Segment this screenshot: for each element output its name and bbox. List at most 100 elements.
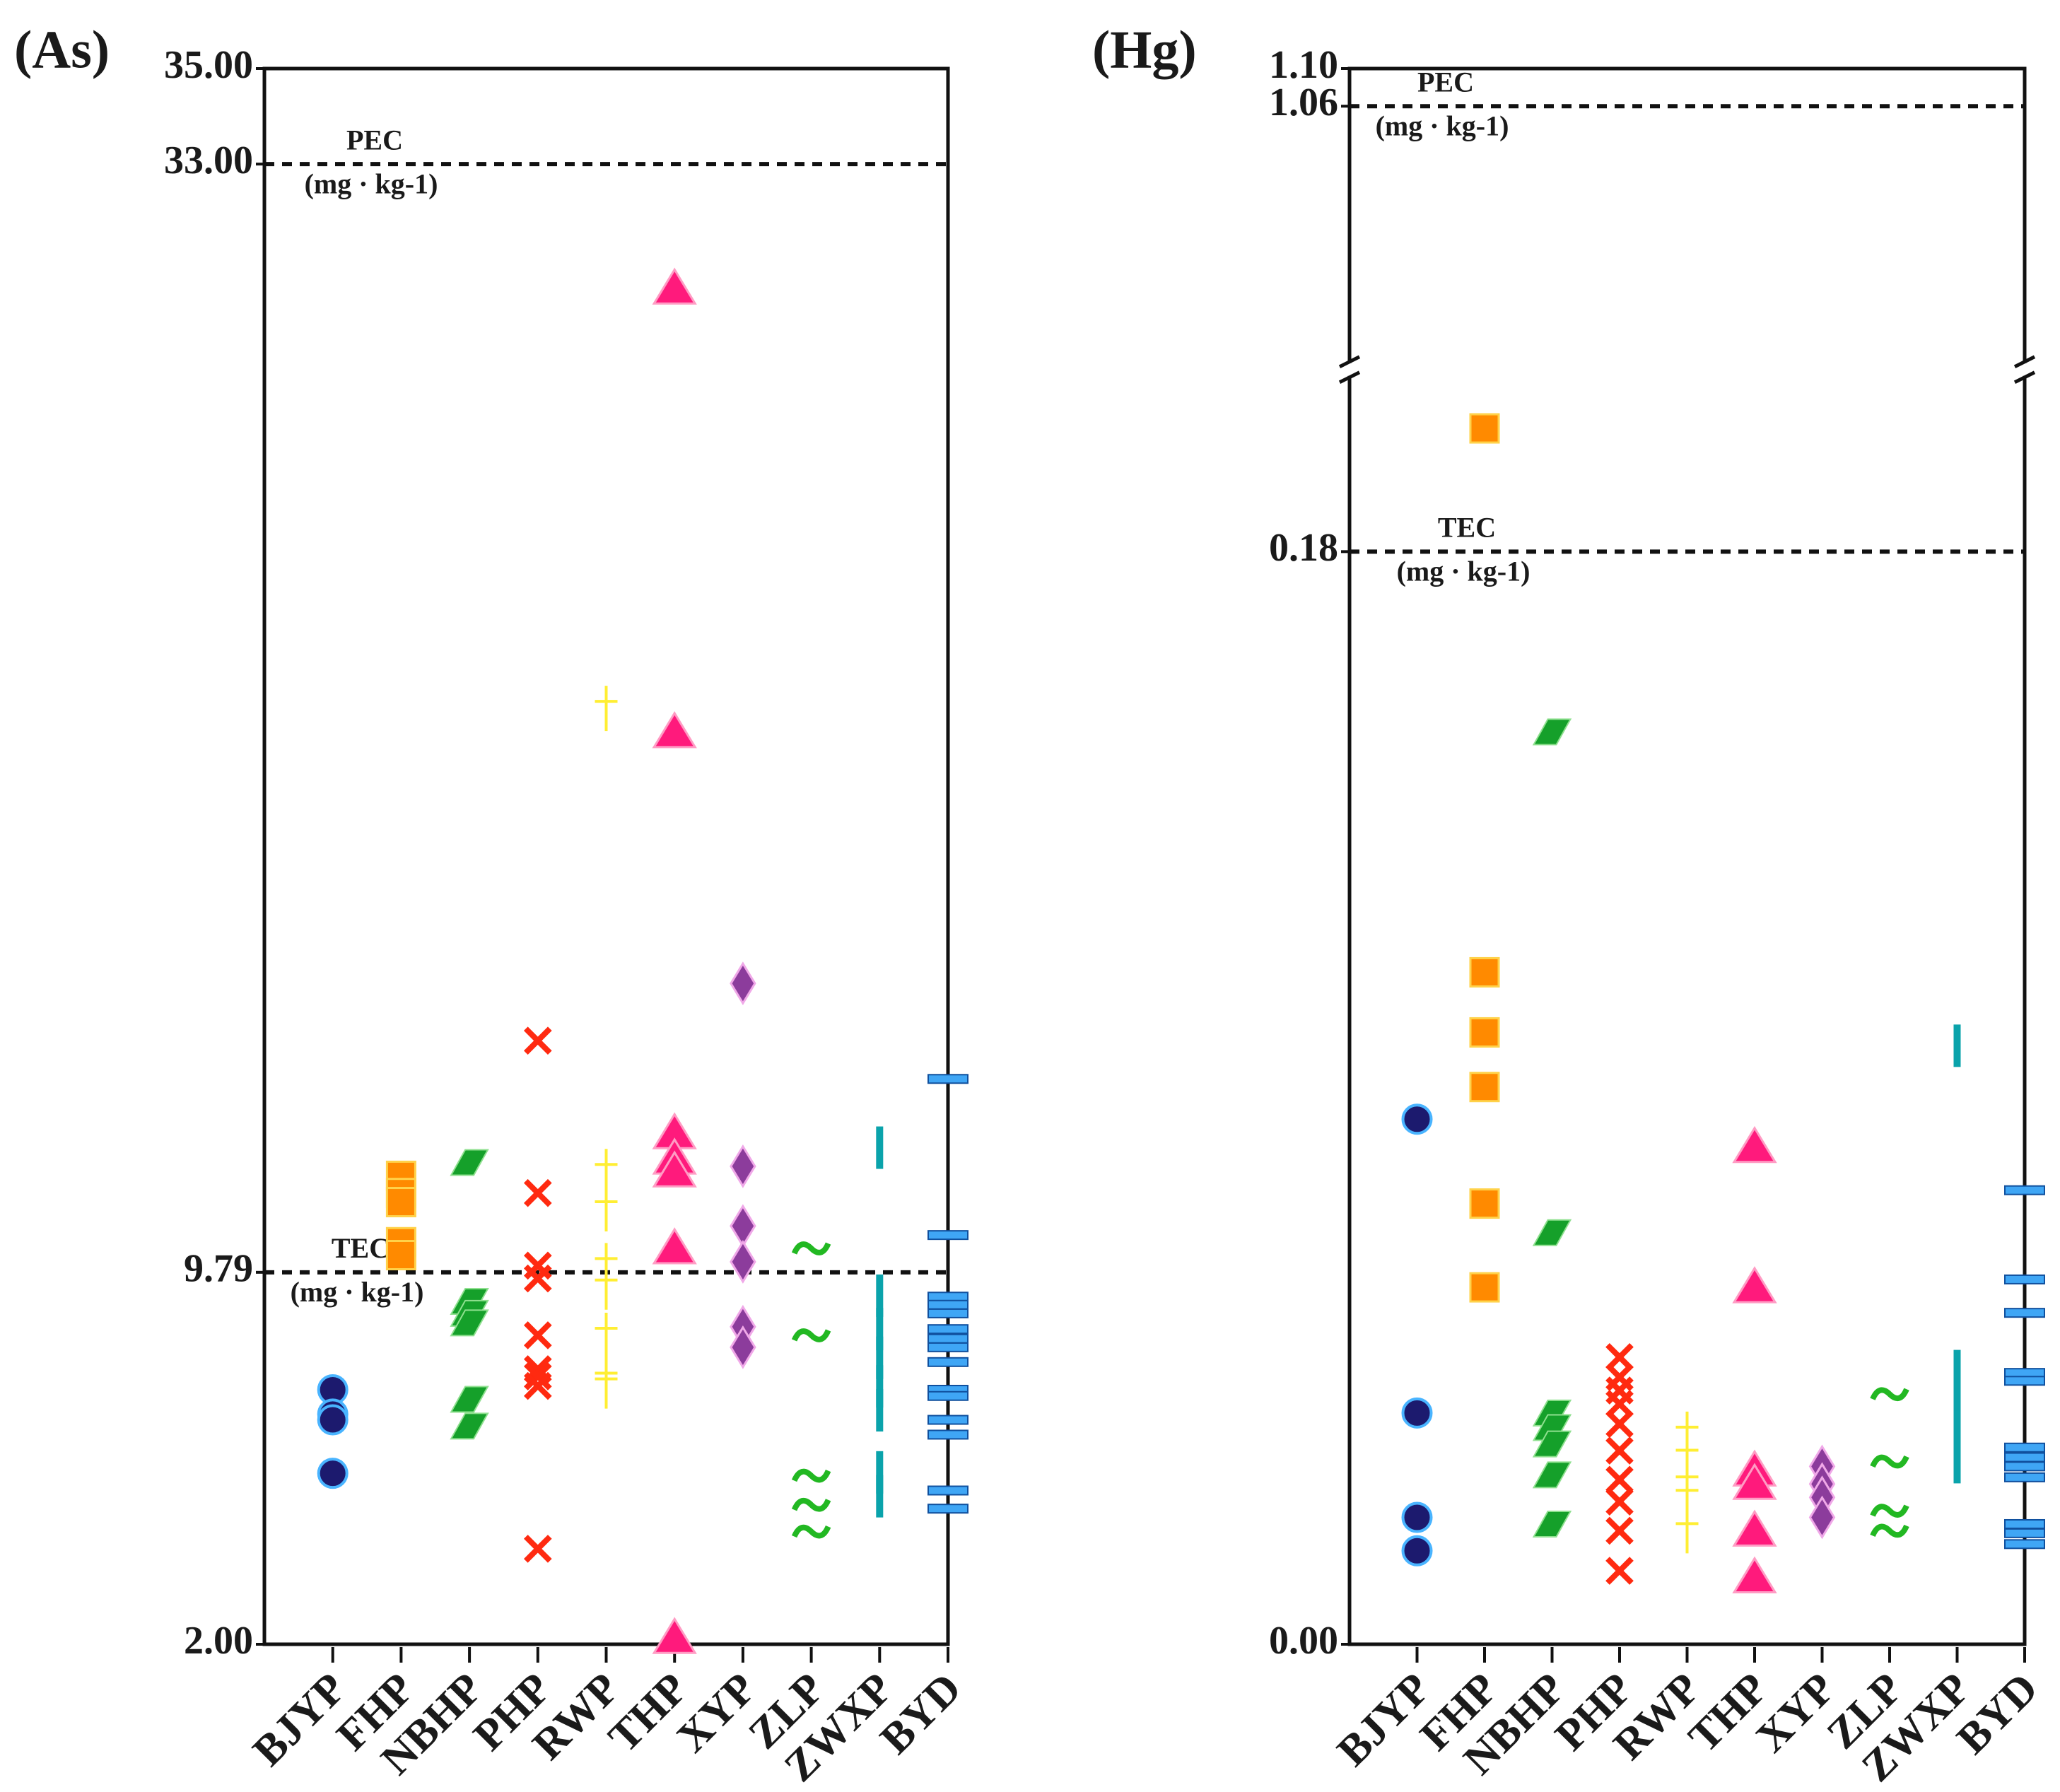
axis-break [1338,355,1361,384]
marker-part [523,1362,552,1390]
data-point [1605,1516,1634,1545]
marker-part [450,1309,489,1337]
data-point [2004,1472,2045,1482]
marker-part [2004,1185,2045,1195]
data-point [385,1240,416,1271]
marker-part [927,1390,968,1401]
data-point [595,1264,618,1310]
marker-part [652,1617,697,1654]
data-point [523,1535,552,1563]
marker-part [523,1264,552,1293]
marker-part [595,1312,618,1358]
x-tick-label: BYD [871,1664,971,1764]
marker-part [730,1144,756,1188]
marker-part [1401,1535,1433,1566]
data-point [1953,1349,1961,1393]
data-point [927,1324,968,1335]
data-point [2004,1539,2045,1550]
y-tick-label: 0.00 [1269,1619,1338,1663]
x-tick-label: BYD [1948,1664,2047,1764]
data-point [1732,1463,1777,1500]
data-point [730,1144,756,1188]
data-point [1401,1103,1433,1135]
marker-part [876,1475,884,1518]
marker-part [595,1185,618,1231]
data-point [1953,1380,1961,1423]
marker-part [1732,1556,1777,1594]
data-point [523,1264,552,1293]
marker-part [1401,1397,1433,1429]
data-point [730,1204,756,1248]
marker-part [791,1524,831,1539]
marker-part [927,1333,968,1344]
plot-frame [1347,66,2027,1646]
marker-part [1532,1510,1572,1538]
panel-title: (As) [14,20,110,79]
data-point [1469,1272,1500,1303]
data-point [1401,1501,1433,1533]
data-point [730,961,756,1006]
data-point [1532,1219,1572,1246]
data-point [595,1185,618,1231]
marker-part [1605,1410,1634,1439]
data-point [1732,1556,1777,1594]
data-point [523,1178,552,1207]
marker-part [876,1389,884,1432]
data-point [652,267,697,305]
data-point [2004,1461,2045,1472]
data-point [450,1309,489,1337]
data-point [1953,1410,1961,1453]
marker-part [1953,1410,1961,1453]
marker-part [1469,1188,1500,1219]
marker-part [1605,1343,1634,1371]
marker-part [2004,1518,2045,1529]
marker-part [385,1187,416,1218]
reference-unit: (mg · kg-1) [291,1276,424,1308]
data-point [652,710,697,749]
data-point [317,1458,349,1489]
data-point [927,1299,968,1310]
data-point [450,1149,489,1176]
data-point [876,1451,884,1494]
data-point [876,1389,884,1432]
data-point [652,1227,697,1265]
marker-part [1953,1024,1961,1067]
marker-part [523,1535,552,1563]
data-point [652,1150,697,1188]
marker-part [791,1241,831,1255]
marker-part [730,1204,756,1248]
marker-part [2004,1274,2045,1284]
data-point [1469,956,1500,988]
data-point [1605,1410,1634,1439]
data-point [1469,1017,1500,1048]
data-point [927,1308,968,1318]
marker-part [1469,956,1500,988]
data-point [876,1475,884,1518]
data-point [1605,1390,1634,1418]
marker-part [1732,1509,1777,1547]
marker-part [927,1415,968,1425]
y-tick-label: 1.10 [1269,43,1338,87]
marker-part [652,267,697,305]
marker-part [1469,1072,1500,1103]
data-point [876,1308,884,1351]
marker-part [317,1404,349,1436]
marker-part [2004,1461,2045,1472]
marker-part [652,710,697,749]
marker-part [2004,1539,2045,1550]
data-point [1870,1523,1909,1538]
axis-break-gap [2018,363,2032,376]
reference-unit: (mg · kg-1) [305,168,438,199]
data-point [1808,1495,1836,1540]
marker-part [1469,1017,1500,1048]
data-point [2004,1376,2045,1386]
data-point [791,1241,831,1255]
data-point [1732,1125,1777,1164]
marker-part [1675,1508,1699,1554]
data-point [2004,1528,2045,1538]
marker-part [1469,1272,1500,1303]
data-point [927,1390,968,1401]
data-point [730,1325,756,1369]
marker-part [1532,1219,1572,1246]
data-point [2004,1185,2045,1195]
